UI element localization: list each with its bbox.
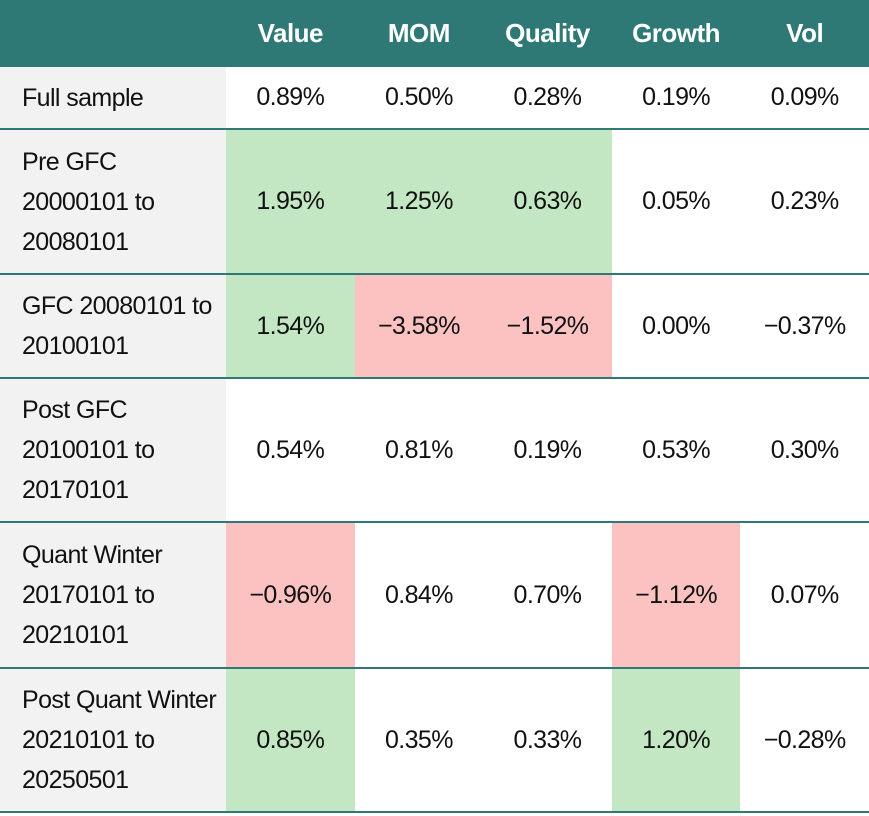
value-cell: 1.20%	[611, 668, 741, 813]
value-cell: 1.54%	[226, 274, 355, 379]
value-cell: 0.30%	[740, 378, 869, 523]
column-header: Value	[257, 18, 324, 48]
value-cell: 0.33%	[483, 668, 612, 813]
table-row: Pre GFC 20000101 to 20080101 1.95% 1.25% 0.…	[0, 129, 869, 275]
row-label: Pre GFC 20000101 to 20080101	[0, 129, 226, 275]
table-row: Post GFC 20100101 to 20170101 0.54% 0.81% 0…	[0, 378, 869, 523]
value-cell: 1.25%	[354, 129, 484, 275]
row-label: Full sample	[0, 67, 226, 130]
value-cell: −0.37%	[740, 274, 869, 379]
value-cell: 0.50%	[354, 67, 484, 130]
value-cell: 0.09%	[740, 67, 869, 130]
value-cell: 0.19%	[611, 67, 741, 130]
table-row: Quant Winter 20170101 to 20210101 −0.96% 0…	[0, 522, 869, 669]
header-row: Value MOM Quality Growth Vol	[0, 0, 869, 67]
row-label: Post Quant Winter 20210101 to 20250501	[0, 668, 226, 813]
column-header: Quality	[505, 18, 590, 48]
value-cell: −1.52%	[483, 274, 612, 379]
row-label: GFC 20080101 to 20100101	[0, 274, 226, 379]
value-cell: 0.05%	[611, 129, 741, 275]
value-cell: 0.54%	[226, 378, 355, 523]
value-cell: 0.23%	[740, 129, 869, 275]
table-row: Post Quant Winter 20210101 to 20250501 0.…	[0, 668, 869, 813]
table-row: GFC 20080101 to 20100101 1.54% −3.58% −1.52…	[0, 274, 869, 379]
value-cell: 0.85%	[226, 668, 355, 813]
corner-cell	[0, 0, 226, 67]
value-cell: 0.81%	[354, 378, 484, 523]
value-cell: 0.53%	[611, 378, 741, 523]
value-cell: −0.28%	[740, 668, 869, 813]
row-label: Quant Winter 20170101 to 20210101	[0, 522, 226, 669]
value-cell: 0.63%	[483, 129, 612, 275]
value-cell: 0.89%	[226, 67, 355, 130]
value-cell: 0.19%	[483, 378, 612, 523]
value-cell: −3.58%	[354, 274, 484, 379]
value-cell: 0.84%	[354, 522, 484, 669]
value-cell: 0.70%	[483, 522, 612, 669]
table-row: Full sample 0.89% 0.50% 0.28% 0.19% 0.09%	[0, 67, 869, 130]
row-label: Post GFC 20100101 to 20170101	[0, 378, 226, 523]
column-header: Vol	[786, 18, 824, 48]
value-cell: 0.07%	[740, 522, 869, 669]
value-cell: 0.35%	[354, 668, 484, 813]
value-cell: 0.00%	[611, 274, 741, 379]
value-cell: 1.95%	[226, 129, 355, 275]
value-cell: 0.28%	[483, 67, 612, 130]
value-cell: −1.12%	[611, 522, 741, 669]
column-header: Growth	[632, 18, 721, 48]
column-header: MOM	[387, 18, 451, 48]
value-cell: −0.96%	[226, 522, 355, 669]
